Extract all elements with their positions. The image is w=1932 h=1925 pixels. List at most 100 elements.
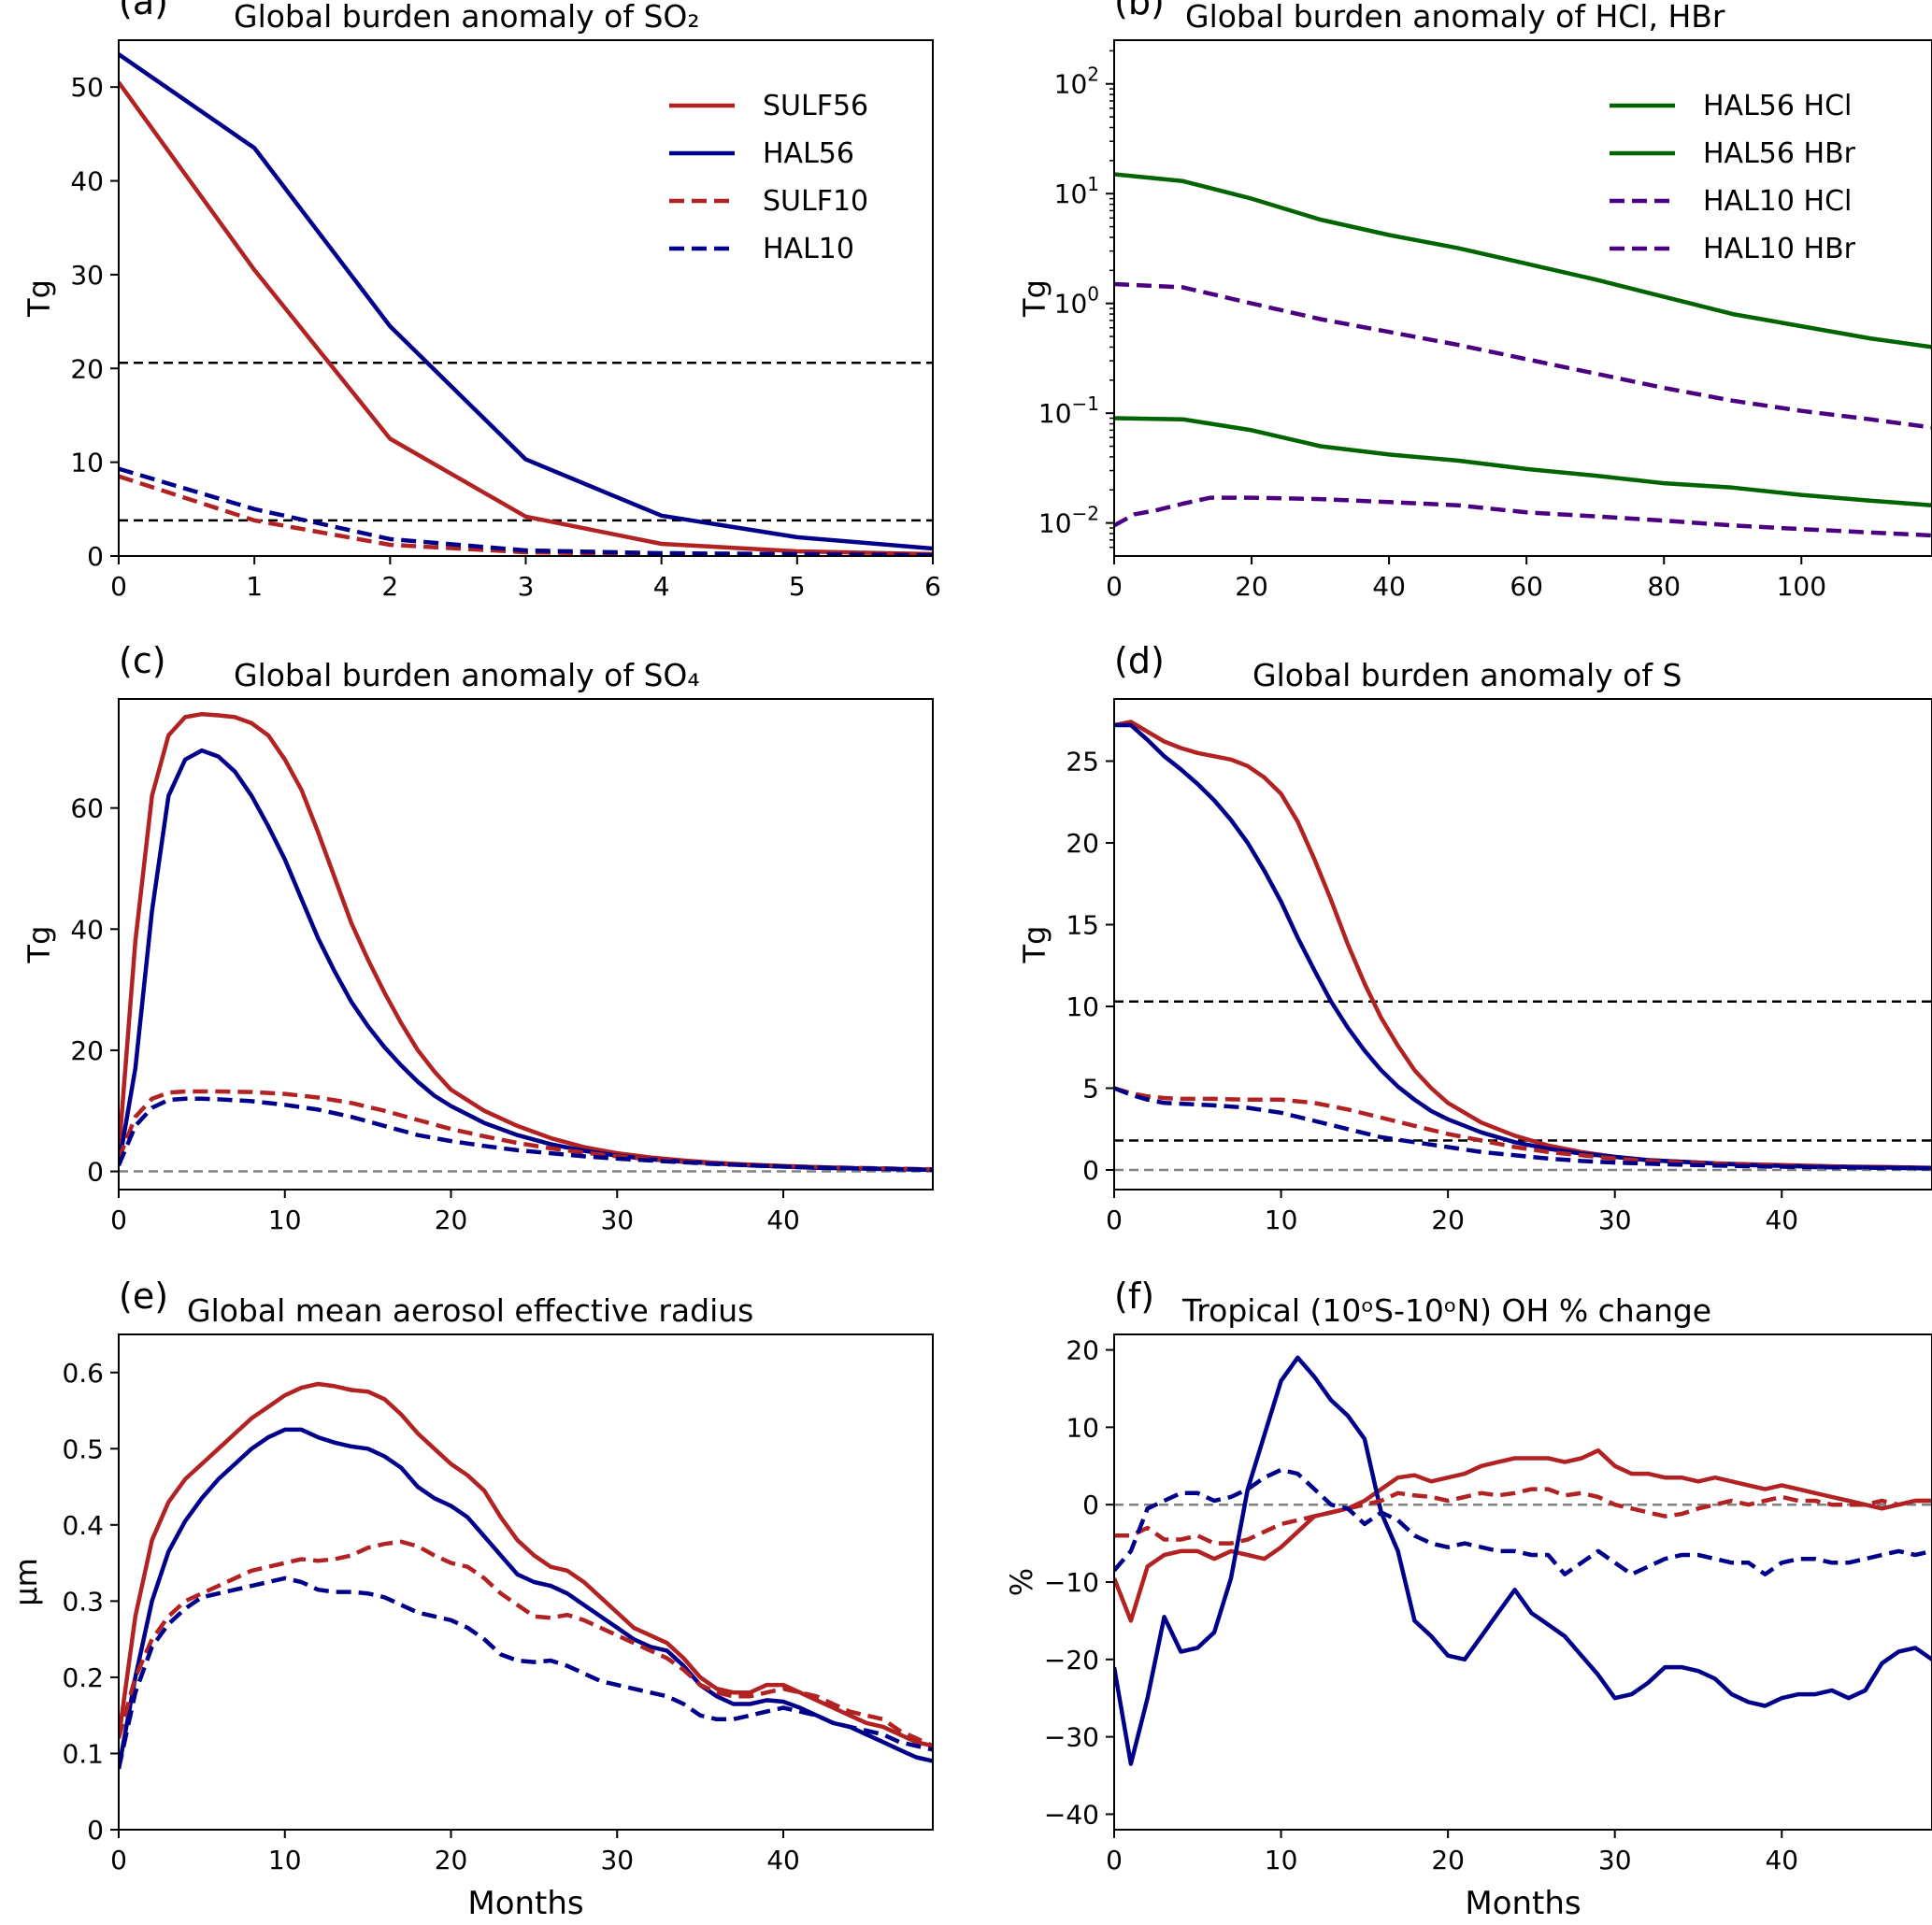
x-tick-label: 10 (1265, 1205, 1298, 1235)
y-tick-label: 10−1 (1038, 392, 1099, 429)
y-tick-label: 40 (70, 914, 104, 945)
x-tick-label: 20 (435, 1845, 468, 1875)
y-tick-label: 102 (1054, 64, 1099, 100)
legend-label: HAL10 HCl (1703, 185, 1852, 218)
series-group (119, 1381, 933, 1770)
y-tick-exponent: 0 (1087, 283, 1099, 306)
x-tick-label: 30 (1598, 1845, 1632, 1875)
axes-frame (118, 1333, 934, 1831)
y-tick-label: 0 (87, 1157, 104, 1188)
y-tick-label: 100 (1054, 283, 1099, 320)
series-line-sulf56 (1114, 1447, 1932, 1623)
y-tick-label: 0.2 (62, 1662, 104, 1693)
panel-label: (d) (1114, 640, 1165, 681)
chart-title: Global burden anomaly of SO₂ (234, 0, 700, 35)
legend-label: SULF56 (763, 90, 868, 122)
series-group (1114, 172, 1932, 538)
y-tick-label: 0 (1082, 1490, 1099, 1520)
panel-label: (e) (119, 1276, 168, 1317)
y-tick-label: 0.5 (62, 1433, 104, 1464)
y-tick-label: 20 (1066, 828, 1099, 859)
y-axis-label: Tg (21, 279, 57, 318)
x-axis-label: Months (1465, 1885, 1581, 1922)
axes-frame (1113, 1333, 1932, 1831)
chart-panel-e: 0 10 20 30 40 0 0.1 0.2 0.3 0.4 0.5 0.6 μm Months (e) G… (8, 1276, 934, 1922)
y-axis-label: Tg (1017, 279, 1052, 318)
panel-label: (c) (119, 640, 166, 681)
series-line-hal56 (1114, 1355, 1932, 1766)
y-tick-label: 50 (70, 72, 104, 103)
y-tick-label: −20 (1044, 1645, 1099, 1675)
x-tick-label: 0 (110, 571, 127, 602)
series-line-hal10 (119, 1576, 933, 1770)
series-line-sulf10 (119, 1089, 933, 1172)
y-tick-label: 0 (87, 541, 104, 572)
x-tick-label: 40 (766, 1205, 800, 1235)
y-tick-label: 10 (1066, 991, 1099, 1022)
series-line-hal56 (119, 52, 933, 551)
x-tick-label: 30 (600, 1845, 634, 1875)
y-tick-base: 10 (1038, 398, 1072, 429)
y-tick-label: 20 (1066, 1335, 1099, 1366)
chart-panel-c: 0 10 20 30 40 0 20 40 60 Tg (c) Global burden anoma… (21, 640, 934, 1235)
legend-label: HAL56 HCl (1703, 90, 1852, 122)
x-tick-label: 4 (653, 571, 670, 602)
axes-frame (118, 698, 934, 1191)
series-line-hal10 (119, 1096, 933, 1172)
panel-label: (a) (119, 0, 168, 22)
x-tick-label: 2 (381, 571, 398, 602)
y-tick-label: 0.3 (62, 1586, 104, 1617)
series-group (1114, 720, 1932, 1171)
x-tick-label: 5 (789, 571, 806, 602)
x-tick-label: 10 (268, 1205, 302, 1235)
y-tick-exponent: 1 (1087, 173, 1099, 195)
y-tick-label: −10 (1044, 1567, 1099, 1598)
legend-label: HAL56 HBr (1703, 137, 1856, 170)
legend-label: HAL56 (763, 137, 854, 170)
y-tick-label: 0 (87, 1815, 104, 1846)
x-tick-label: 40 (766, 1845, 800, 1875)
chart-panel-f: 0 10 20 30 40 −40 −30 −20 −10 0 10 20% Months (f) Trop… (1004, 1276, 1932, 1922)
series-line-hal10 (1114, 1467, 1932, 1576)
y-tick-base: 10 (1054, 69, 1088, 100)
y-tick-label: −40 (1044, 1799, 1099, 1830)
x-axis-label: Months (467, 1885, 583, 1922)
series-line-hal56 (119, 748, 933, 1173)
chart-title: Tropical (10ᵒS-10ᵒN) OH % change (1181, 1292, 1711, 1329)
legend-label: HAL10 (763, 233, 854, 265)
axes-frame (1113, 698, 1932, 1191)
series-group (119, 711, 933, 1173)
y-tick-label: 40 (70, 166, 104, 197)
y-tick-label: 0.1 (62, 1738, 104, 1769)
x-tick-label: 80 (1647, 571, 1681, 602)
series-line-hal10-hbr (1114, 495, 1932, 538)
y-tick-exponent: −2 (1072, 503, 1099, 525)
y-tick-label: 60 (70, 793, 104, 824)
x-tick-label: 10 (268, 1845, 302, 1875)
y-tick-base: 10 (1054, 289, 1088, 320)
x-tick-label: 20 (1235, 571, 1268, 602)
y-tick-label: 20 (70, 353, 104, 384)
y-tick-label: 0.6 (62, 1358, 104, 1389)
series-line-hal56-hbr (1114, 416, 1932, 507)
x-tick-label: 30 (600, 1205, 634, 1235)
y-tick-label: 10 (70, 448, 104, 478)
y-tick-label: 10 (1066, 1412, 1099, 1443)
chart-panel-a: 0 1 2 3 4 5 6 0 10 20 30 40 50 Tg (a) Global burden ano… (21, 0, 941, 602)
panel-label: (b) (1114, 0, 1165, 22)
y-tick-label: 20 (70, 1035, 104, 1066)
series-line-hal10-hcl (1114, 281, 1932, 430)
series-line-hal10 (119, 466, 933, 556)
x-tick-label: 40 (1765, 1205, 1798, 1235)
series-line-sulf56 (119, 1381, 933, 1748)
x-tick-label: 0 (1106, 1845, 1123, 1875)
x-tick-label: 10 (1265, 1845, 1298, 1875)
y-axis-label: % (1004, 1568, 1039, 1596)
x-tick-label: 20 (1431, 1205, 1465, 1235)
chart-title: Global burden anomaly of S (1252, 657, 1682, 693)
chart-title: Global burden anomaly of HCl, HBr (1185, 0, 1725, 35)
x-tick-label: 40 (1372, 571, 1406, 602)
chart-title: Global mean aerosol effective radius (187, 1292, 753, 1329)
